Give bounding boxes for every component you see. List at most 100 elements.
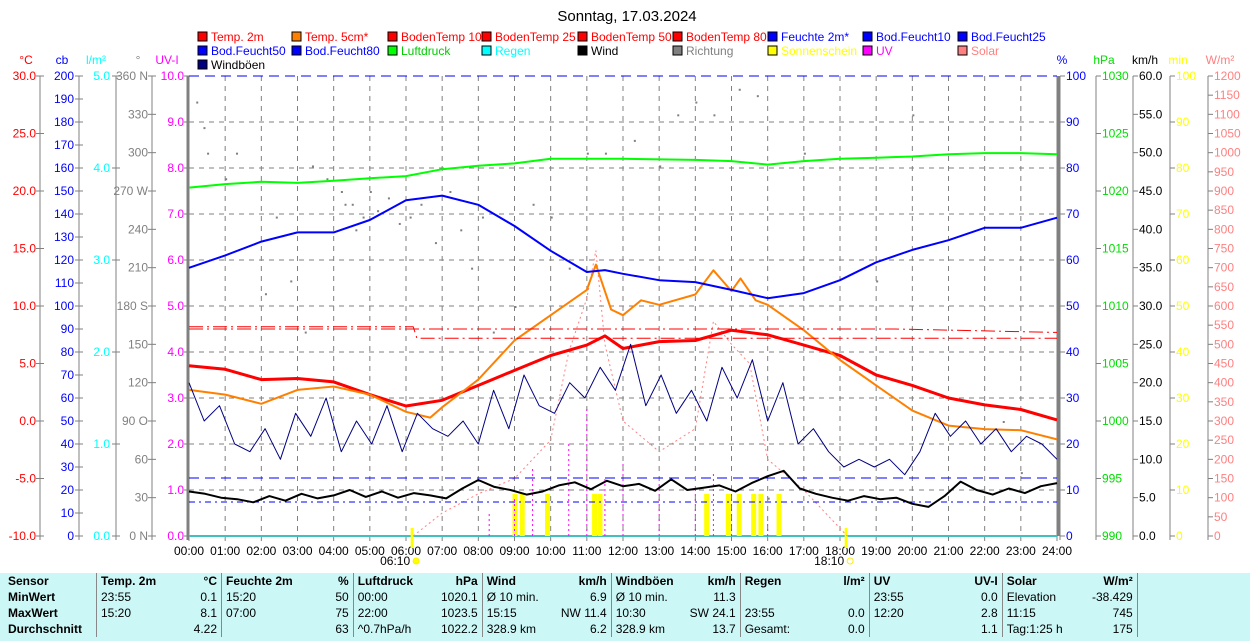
axis-tick-label: 850: [1214, 203, 1234, 217]
direction-point: [633, 139, 636, 142]
axis-tick-label: 50: [1066, 299, 1080, 313]
direction-point: [236, 152, 239, 155]
axis-unit: %: [1057, 53, 1068, 67]
direction-point: [304, 331, 307, 334]
direction-point: [449, 191, 452, 193]
direction-point: [311, 165, 314, 168]
axis-tick-label: 120: [54, 253, 74, 267]
stats-header: Wind: [486, 574, 516, 588]
axis-tick-label: 1200: [1214, 69, 1241, 83]
axis-tick-label: 150: [1214, 472, 1234, 486]
legend-swatch: [481, 45, 492, 56]
stats-cell-value: 1023.5: [423, 605, 483, 621]
axis-tick-label: 300: [128, 146, 148, 160]
stats-cell-value: 2.8: [943, 605, 1003, 621]
series-wind: [188, 469, 1058, 508]
legend-swatch: [197, 31, 208, 42]
axis-tick-label: 60: [1176, 253, 1190, 267]
axis-tick-label: 0: [1214, 529, 1221, 543]
direction-point: [264, 293, 267, 296]
series-bodentemp-10: [189, 326, 1057, 339]
axis-tick-label: 1050: [1214, 127, 1241, 141]
stats-cell-value: 8.1: [165, 605, 222, 621]
stats-cell-time: 00:00: [357, 590, 388, 604]
axis-tick-label: 950: [1214, 165, 1234, 179]
direction-point: [514, 306, 517, 308]
stats-cell-value: 50: [296, 589, 354, 605]
x-tick-label: 00:00: [174, 544, 204, 558]
axis-tick-label: 30: [1066, 391, 1080, 405]
axis-tick-label: 10.0: [161, 69, 185, 83]
legend-swatch: [957, 31, 968, 42]
axis-tick-label: 5.0: [1139, 491, 1156, 505]
legend: Temp. 2m Temp. 5cm* BodenTemp 10 BodenTemp …: [197, 30, 1046, 72]
chart-title: Sonntag, 17.03.2024: [557, 8, 696, 25]
axis-tick-label: 5.0: [19, 357, 36, 371]
direction-point: [604, 152, 607, 155]
stats-cell-time: 15:20: [101, 606, 132, 620]
legend-label: Bod.Feucht80: [305, 44, 380, 58]
axis-unit: cb: [56, 53, 69, 67]
direction-point: [1020, 472, 1023, 475]
axis-tick-label: 90: [61, 322, 75, 336]
axes: °C 30.0 25.0 20.0 15.0 10.0 5.0 0.0 -5.0 -10.0 cb 2…: [9, 53, 1241, 543]
legend-label: Feuchte 2m*: [781, 30, 849, 44]
axis-tick-label: 20: [1176, 437, 1190, 451]
stats-cell-time: 15:15: [486, 606, 517, 620]
x-tick-label: 08:00: [463, 544, 493, 558]
axis-tick-label: 250: [1214, 433, 1234, 447]
axis-tick-label: 150: [54, 184, 74, 198]
axis-tick-label: 40.0: [1139, 222, 1163, 236]
axis-tick-label: 1020: [1102, 184, 1129, 198]
stats-header: UV: [873, 574, 891, 588]
direction-point: [377, 210, 380, 213]
axis-tick-label: 990: [1102, 529, 1122, 543]
plot-area: [188, 75, 1058, 537]
x-tick-label: 03:00: [282, 544, 312, 558]
sunshine-bar: [545, 494, 551, 536]
legend-label: Regen: [495, 44, 530, 58]
direction-point: [369, 191, 372, 193]
stats-header: Regen: [744, 574, 782, 588]
axis-tick-label: 600: [1214, 299, 1234, 313]
axis-tick-label: -5.0: [15, 472, 36, 486]
legend-label: Bod.Feucht25: [971, 30, 1046, 44]
axis-tick-label: 1030: [1102, 69, 1129, 83]
axis-tick-label: 4.0: [93, 161, 110, 175]
axis-tick-label: 70: [1176, 207, 1190, 221]
axis-tick-label: 30: [61, 460, 75, 474]
legend-label: BodenTemp 50: [591, 30, 672, 44]
axis-tick-label: 240: [128, 222, 148, 236]
stats-cell-time: 328.9 km: [486, 622, 537, 636]
axis-tick-label: 100: [1214, 491, 1234, 505]
sunshine-bar: [704, 494, 710, 536]
solar-line: [412, 250, 848, 537]
axis-tick-label: 10: [1066, 483, 1080, 497]
axis-tick-label: 15.0: [13, 242, 37, 256]
stats-cell-time: 23:55: [873, 590, 904, 604]
axis-tick-label: 1.0: [93, 437, 110, 451]
stats-cell-value: 0.0: [943, 589, 1003, 605]
legend-label: BodenTemp 10: [401, 30, 482, 44]
axis-tick-label: 100: [1176, 69, 1196, 83]
stats-cell-time: Tag:1:25 h: [1006, 622, 1063, 636]
axis-tick-label: 60: [135, 452, 149, 466]
axis-tick-label: -10.0: [9, 529, 37, 543]
axis-tick-label: 45.0: [1139, 184, 1163, 198]
axis-tick-label: 0 N: [129, 529, 148, 543]
axis-tick-label: 200: [54, 69, 74, 83]
stats-cell-time: 328.9 km: [615, 622, 666, 636]
axis-tick-label: 30.0: [13, 69, 37, 83]
sunset-time: 18:10: [814, 554, 844, 568]
x-tick-label: 23:00: [1006, 544, 1036, 558]
sunshine-bar: [751, 494, 757, 536]
axis-tick-label: 6.0: [167, 253, 184, 267]
direction-point: [492, 331, 495, 334]
axis-tick-label: 90: [1176, 115, 1190, 129]
stats-cell-value: [810, 589, 870, 605]
legend-label: Luftdruck: [401, 44, 451, 58]
sun-icon: [412, 557, 420, 565]
stats-header-unit: UV-I: [943, 573, 1003, 589]
axis-tick-label: 1000: [1102, 414, 1129, 428]
stats-cell-time: [97, 621, 166, 637]
